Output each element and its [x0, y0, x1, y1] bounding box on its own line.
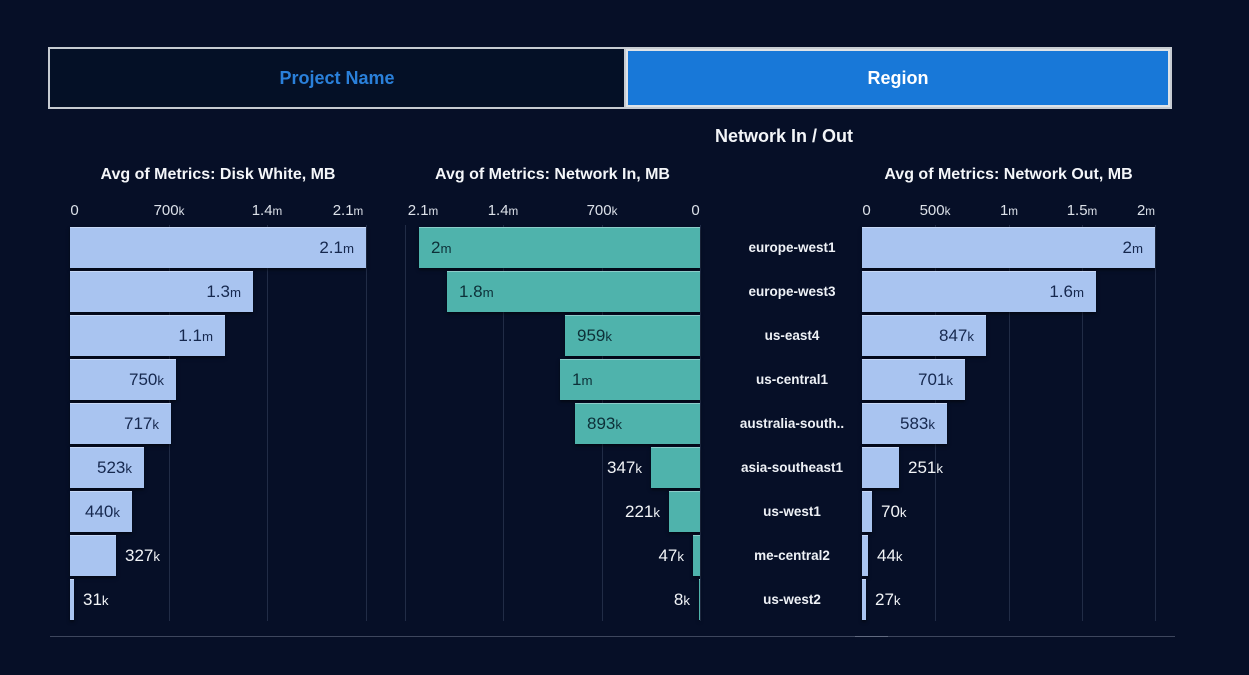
axis-tick-label: 0: [691, 202, 700, 219]
axis-tick-label: 0: [70, 202, 79, 219]
bar[interactable]: [862, 447, 899, 488]
bar[interactable]: [70, 403, 171, 444]
bar[interactable]: [419, 227, 700, 268]
bar[interactable]: [862, 403, 947, 444]
bar-value-label: 47k: [658, 546, 684, 565]
bar-value-label: 31k: [83, 590, 109, 609]
bar-value-label: 750k: [129, 370, 164, 389]
tab-region-label: Region: [867, 67, 929, 88]
category-axis-label: asia-southeast1: [740, 460, 844, 475]
axis-tick-label: 1.4m: [251, 202, 283, 219]
gridline: [1082, 225, 1083, 621]
bar-value-label: 583k: [900, 414, 935, 433]
chart-title: Avg of Metrics: Disk White, MB: [100, 166, 336, 183]
gridline: [1155, 225, 1156, 621]
bar-value-label: 1.3m: [206, 282, 241, 301]
bar-value-label: 523k: [97, 458, 132, 477]
bar-value-label: 2.1m: [319, 238, 354, 257]
bar[interactable]: [651, 447, 700, 488]
bar-value-label: 70k: [881, 502, 907, 521]
bar[interactable]: [575, 403, 700, 444]
bar[interactable]: [560, 359, 700, 400]
axis-tick-label: 2.1m: [332, 202, 364, 219]
axis-tick-label: 1.5m: [1066, 202, 1098, 219]
tab-region[interactable]: Region: [626, 49, 1170, 107]
axis-tick-label: 1.4m: [487, 202, 519, 219]
bar[interactable]: [70, 491, 132, 532]
category-axis-label: us-west2: [763, 592, 821, 607]
bar[interactable]: [699, 579, 700, 620]
bar-value-label: 1m: [572, 370, 593, 389]
gridline: [366, 225, 367, 621]
bar[interactable]: [70, 579, 74, 620]
bar[interactable]: [447, 271, 700, 312]
bar-value-label: 44k: [877, 546, 903, 565]
gridline: [700, 225, 701, 621]
axis-tick-label: 700k: [153, 202, 185, 219]
bar-value-label: 440k: [85, 502, 120, 521]
bar-value-label: 2m: [431, 238, 452, 257]
bar[interactable]: [693, 535, 700, 576]
bar-value-label: 847k: [939, 326, 974, 345]
bar-value-label: 1.8m: [459, 282, 494, 301]
bar-value-label: 27k: [875, 590, 901, 609]
bar[interactable]: [862, 271, 1096, 312]
gridline: [503, 225, 504, 621]
bar[interactable]: [70, 535, 116, 576]
axis-separator: [50, 636, 888, 637]
bar-value-label: 251k: [908, 458, 943, 477]
filter-tab-bar: Project Name Region: [48, 47, 1172, 109]
bar-value-label: 1.1m: [178, 326, 213, 345]
gridline: [1009, 225, 1010, 621]
bar[interactable]: [862, 535, 868, 576]
category-axis-label: us-east4: [764, 328, 820, 343]
bar[interactable]: [70, 227, 366, 268]
bar-value-label: 959k: [577, 326, 612, 345]
axis-tick-label: 500k: [919, 202, 951, 219]
bar[interactable]: [862, 227, 1155, 268]
bar-value-label: 1.6m: [1049, 282, 1084, 301]
bar[interactable]: [70, 447, 144, 488]
gridline: [405, 225, 406, 621]
bar[interactable]: [669, 491, 700, 532]
bar[interactable]: [862, 359, 965, 400]
page-title: Network In / Out: [714, 126, 853, 146]
bar-value-label: 893k: [587, 414, 622, 433]
tab-project-name[interactable]: Project Name: [50, 49, 626, 107]
axis-tick-label: 1m: [999, 202, 1019, 219]
category-axis-label: me-central2: [754, 548, 830, 563]
bar[interactable]: [862, 579, 866, 620]
axis-tick-label: 2.1m: [407, 202, 439, 219]
chart-title: Avg of Metrics: Network Out, MB: [884, 166, 1133, 183]
bar[interactable]: [862, 491, 872, 532]
axis-tick-label: 2m: [1136, 202, 1156, 219]
category-axis-label: us-west1: [763, 504, 821, 519]
bar[interactable]: [862, 315, 986, 356]
axis-separator: [855, 636, 1175, 637]
gridline: [267, 225, 268, 621]
bar-value-label: 717k: [124, 414, 159, 433]
category-axis-label: europe-west3: [748, 284, 836, 299]
bar-value-label: 2m: [1122, 238, 1143, 257]
bar-value-label: 701k: [918, 370, 953, 389]
category-axis-label: australia-south..: [739, 416, 845, 431]
bar[interactable]: [70, 315, 225, 356]
bar-value-label: 327k: [125, 546, 160, 565]
bar[interactable]: [70, 359, 176, 400]
chart-title: Avg of Metrics: Network In, MB: [435, 166, 670, 183]
tab-project-name-label: Project Name: [279, 67, 395, 88]
bar[interactable]: [565, 315, 700, 356]
bar[interactable]: [70, 271, 253, 312]
bar-value-label: 8k: [673, 590, 690, 609]
axis-tick-label: 0: [862, 202, 871, 219]
category-axis-label: europe-west1: [748, 240, 836, 255]
bar-value-label: 221k: [625, 502, 660, 521]
axis-tick-label: 700k: [586, 202, 618, 219]
category-axis-label: us-central1: [755, 372, 829, 387]
bar-value-label: 347k: [607, 458, 642, 477]
